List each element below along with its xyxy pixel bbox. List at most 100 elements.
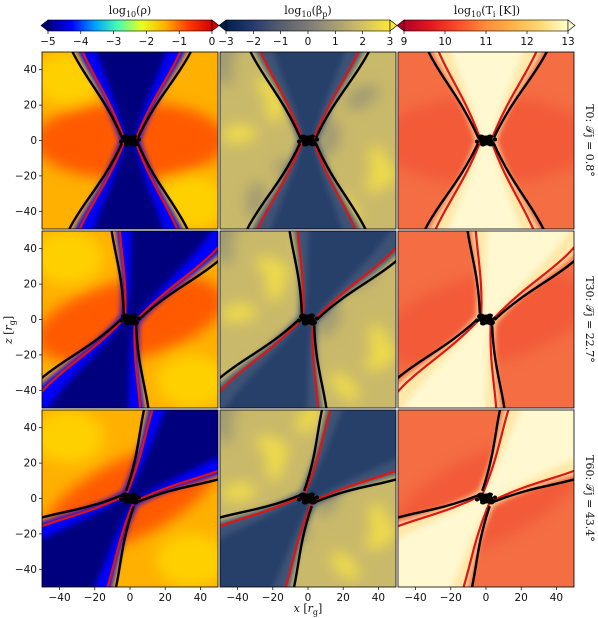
jet-core-top bbox=[481, 231, 574, 322]
contour-black bbox=[233, 52, 383, 229]
central-clump bbox=[297, 313, 319, 326]
x-tick-label: −40 bbox=[49, 592, 71, 604]
jet-core-top bbox=[482, 410, 574, 502]
colorbar-0: −5 −4 −3 −2 −1 0 bbox=[40, 19, 220, 48]
jet-core-top bbox=[125, 231, 218, 322]
colorbar-tick-label: −1 bbox=[273, 36, 288, 48]
colorbar-tick-label: −4 bbox=[73, 36, 89, 48]
colorbar-tick-label: 2 bbox=[359, 36, 366, 48]
y-axis-label: z [rg] bbox=[2, 316, 17, 345]
panel-frame bbox=[219, 51, 397, 230]
colorbar-title-temperature: log10(Ti [K]) bbox=[454, 4, 520, 19]
row-label-1: T30: 𝒯j = 22.7° bbox=[583, 276, 596, 363]
axes: T0: 𝒯j = 0.8° T30: 𝒯j = 22.7° T60: 𝒯j = 43… bbox=[15, 64, 596, 604]
jet-core-bottom bbox=[261, 140, 352, 229]
contour-black bbox=[220, 231, 396, 408]
contour-red bbox=[220, 231, 396, 408]
panel-frame bbox=[397, 230, 575, 409]
jet-core-top bbox=[126, 410, 218, 502]
panel-r2-c1 bbox=[219, 409, 397, 588]
y-tick-label: 0 bbox=[30, 493, 37, 505]
jet-core-bottom bbox=[439, 140, 530, 229]
jet-core-top bbox=[303, 231, 396, 322]
y-tick-label: −20 bbox=[15, 349, 37, 361]
colorbar-tick-label: 10 bbox=[438, 36, 451, 48]
panel-r0-c1 bbox=[219, 51, 397, 230]
jet-core-bottom bbox=[398, 317, 491, 408]
x-tick-label: −20 bbox=[440, 592, 462, 604]
colorbar-extend-max bbox=[389, 19, 398, 32]
x-tick-label: 20 bbox=[159, 592, 172, 604]
panel-r1-c2 bbox=[397, 230, 575, 409]
colorbar-gradient bbox=[47, 19, 213, 32]
panel-r0-c0 bbox=[41, 51, 219, 230]
colorbar-title-density: log10(ρ) bbox=[109, 4, 151, 19]
central-clump bbox=[119, 313, 141, 326]
colorbar-extend-min bbox=[396, 19, 405, 32]
jet-core-top bbox=[442, 52, 533, 141]
central-clump bbox=[297, 492, 319, 505]
panel-r1-c0 bbox=[41, 230, 219, 409]
contour-red bbox=[67, 52, 193, 229]
colorbar-extend-min bbox=[40, 19, 49, 32]
central-clump bbox=[119, 134, 141, 147]
colorbar-title-beta: log10(βp) bbox=[284, 4, 331, 19]
contour-red bbox=[42, 410, 218, 587]
x-tick-label: 0 bbox=[305, 592, 312, 604]
jet-core-bottom bbox=[42, 495, 134, 587]
x-tick-label: 40 bbox=[194, 592, 207, 604]
colorbar-1: −3 −2 −1 0 1 2 3 bbox=[218, 19, 398, 48]
x-tick-label: −40 bbox=[227, 592, 249, 604]
contour-black bbox=[398, 410, 574, 587]
central-clump bbox=[297, 134, 319, 147]
colorbars: −5 −4 −3 −2 −1 0 −3 −2 −1 0 1 2 3 9 10 11 12 13 bbox=[40, 19, 576, 48]
colorbar-tick-label: −3 bbox=[218, 36, 233, 48]
central-clump bbox=[475, 313, 497, 326]
colorbar-extend-max bbox=[211, 19, 220, 32]
row-label-0: T0: 𝒯j = 0.8° bbox=[583, 104, 596, 177]
y-tick-label: −20 bbox=[15, 170, 37, 182]
y-tick-label: 20 bbox=[24, 279, 37, 291]
panels bbox=[41, 51, 575, 588]
jet-core-top bbox=[264, 52, 355, 141]
central-clump bbox=[119, 492, 141, 505]
x-tick-label: −20 bbox=[262, 592, 284, 604]
contour-black bbox=[398, 231, 574, 408]
y-tick-label: 40 bbox=[24, 243, 37, 255]
x-tick-label: 40 bbox=[372, 592, 385, 604]
contour-red bbox=[398, 231, 574, 408]
colorbar-extend-min bbox=[218, 19, 227, 32]
colorbar-tick-label: 3 bbox=[387, 36, 394, 48]
panel-r0-c2 bbox=[397, 51, 575, 230]
contour-red bbox=[245, 52, 371, 229]
colorbar-tick-label: 1 bbox=[332, 36, 339, 48]
panel-frame bbox=[397, 51, 575, 230]
y-tick-label: 40 bbox=[24, 422, 37, 434]
contour-black bbox=[220, 410, 396, 587]
contour-black bbox=[411, 52, 561, 229]
y-tick-label: −40 bbox=[15, 206, 37, 218]
y-tick-label: 40 bbox=[24, 64, 37, 76]
y-tick-label: 20 bbox=[24, 100, 37, 112]
panel-r2-c0 bbox=[41, 409, 219, 588]
x-tick-label: 0 bbox=[127, 592, 134, 604]
y-tick-label: 20 bbox=[24, 458, 37, 470]
contour-black bbox=[42, 231, 218, 408]
y-tick-label: −20 bbox=[15, 528, 37, 540]
jet-core-bottom bbox=[42, 317, 135, 408]
central-clump bbox=[475, 134, 497, 147]
jet-core-top bbox=[86, 52, 177, 141]
colorbar-tick-label: −5 bbox=[40, 36, 55, 48]
colorbar-gradient bbox=[403, 19, 569, 32]
colorbar-tick-label: −2 bbox=[139, 36, 154, 48]
colorbar-tick-label: −1 bbox=[171, 36, 186, 48]
x-tick-label: 20 bbox=[515, 592, 528, 604]
contour-red bbox=[42, 231, 218, 408]
x-tick-label: 40 bbox=[550, 592, 563, 604]
contour-red bbox=[398, 410, 574, 587]
contour-red bbox=[220, 410, 396, 587]
colorbar-tick-label: 12 bbox=[520, 36, 533, 48]
y-tick-label: 0 bbox=[30, 314, 37, 326]
contour-black bbox=[55, 52, 205, 229]
